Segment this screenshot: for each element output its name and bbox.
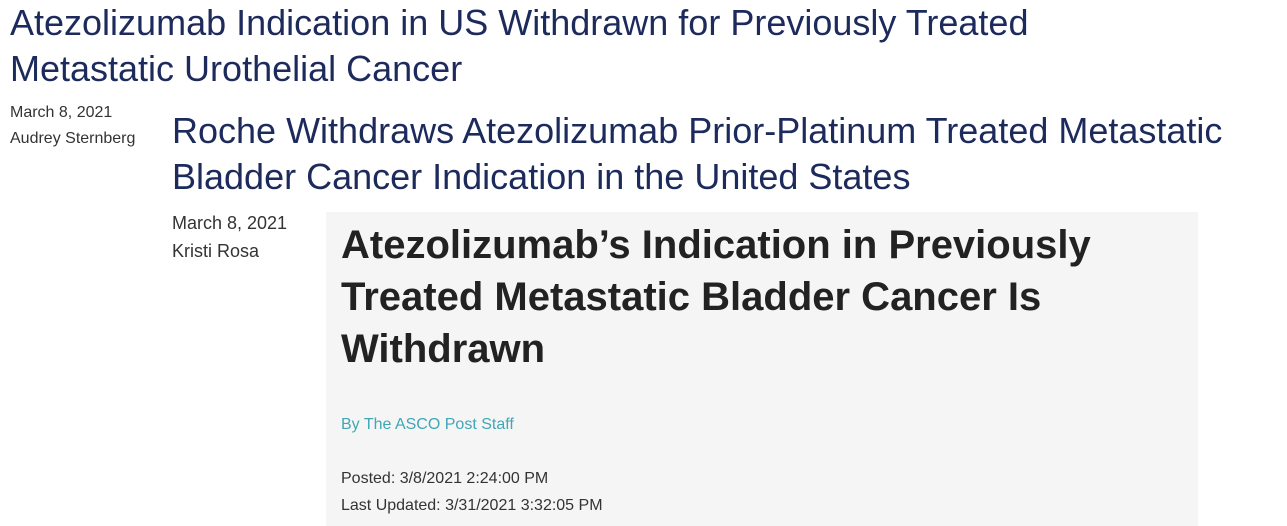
featured-article-title: Atezolizumab’s Indication in Previously … (341, 223, 1091, 371)
byline-link[interactable]: By The ASCO Post Staff (341, 416, 514, 433)
last-updated-date: Last Updated: 3/31/2021 3:32:05 PM (341, 497, 603, 514)
article-date: March 8, 2021 (172, 213, 288, 233)
article-meta: March 8, 2021 Kristi Rosa (172, 209, 287, 265)
article-meta: March 8, 2021 Audrey Sternberg (10, 100, 135, 152)
article-date: March 8, 2021 (10, 104, 113, 121)
featured-article-panel: Atezolizumab’s Indication in Previously … (326, 212, 1198, 526)
article-title-link[interactable]: Roche Withdraws Atezolizumab Prior-Plati… (172, 110, 1223, 197)
article-author: Audrey Sternberg (10, 130, 136, 147)
article-title-link[interactable]: Atezolizumab Indication in US Withdrawn … (10, 2, 1029, 89)
posted-date: Posted: 3/8/2021 2:24:00 PM (341, 470, 549, 487)
article-author: Kristi Rosa (172, 241, 260, 261)
